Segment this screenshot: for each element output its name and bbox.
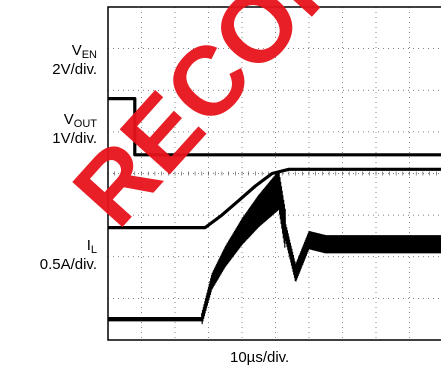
ven-scale: 2V/div. xyxy=(52,61,97,78)
channel-vout-label: VOUT 1V/div. xyxy=(52,111,97,147)
vout-scale: 1V/div. xyxy=(52,130,97,147)
trace-il xyxy=(107,170,441,325)
channel-ven-label: VEN 2V/div. xyxy=(52,42,97,78)
channel-il-label: IL 0.5A/div. xyxy=(39,237,97,273)
trace-ven xyxy=(108,97,441,157)
trace-vout xyxy=(108,167,441,230)
il-scale: 0.5A/div. xyxy=(39,256,97,273)
scope-grid xyxy=(107,7,441,340)
timebase-label: 10µs/div. xyxy=(230,349,290,366)
scope-traces xyxy=(107,97,441,325)
watermark: RECOMMENDED FOR xyxy=(52,0,441,246)
plot-frame xyxy=(107,6,441,341)
watermark-logo: RECOMMENDED FOR xyxy=(52,0,441,246)
